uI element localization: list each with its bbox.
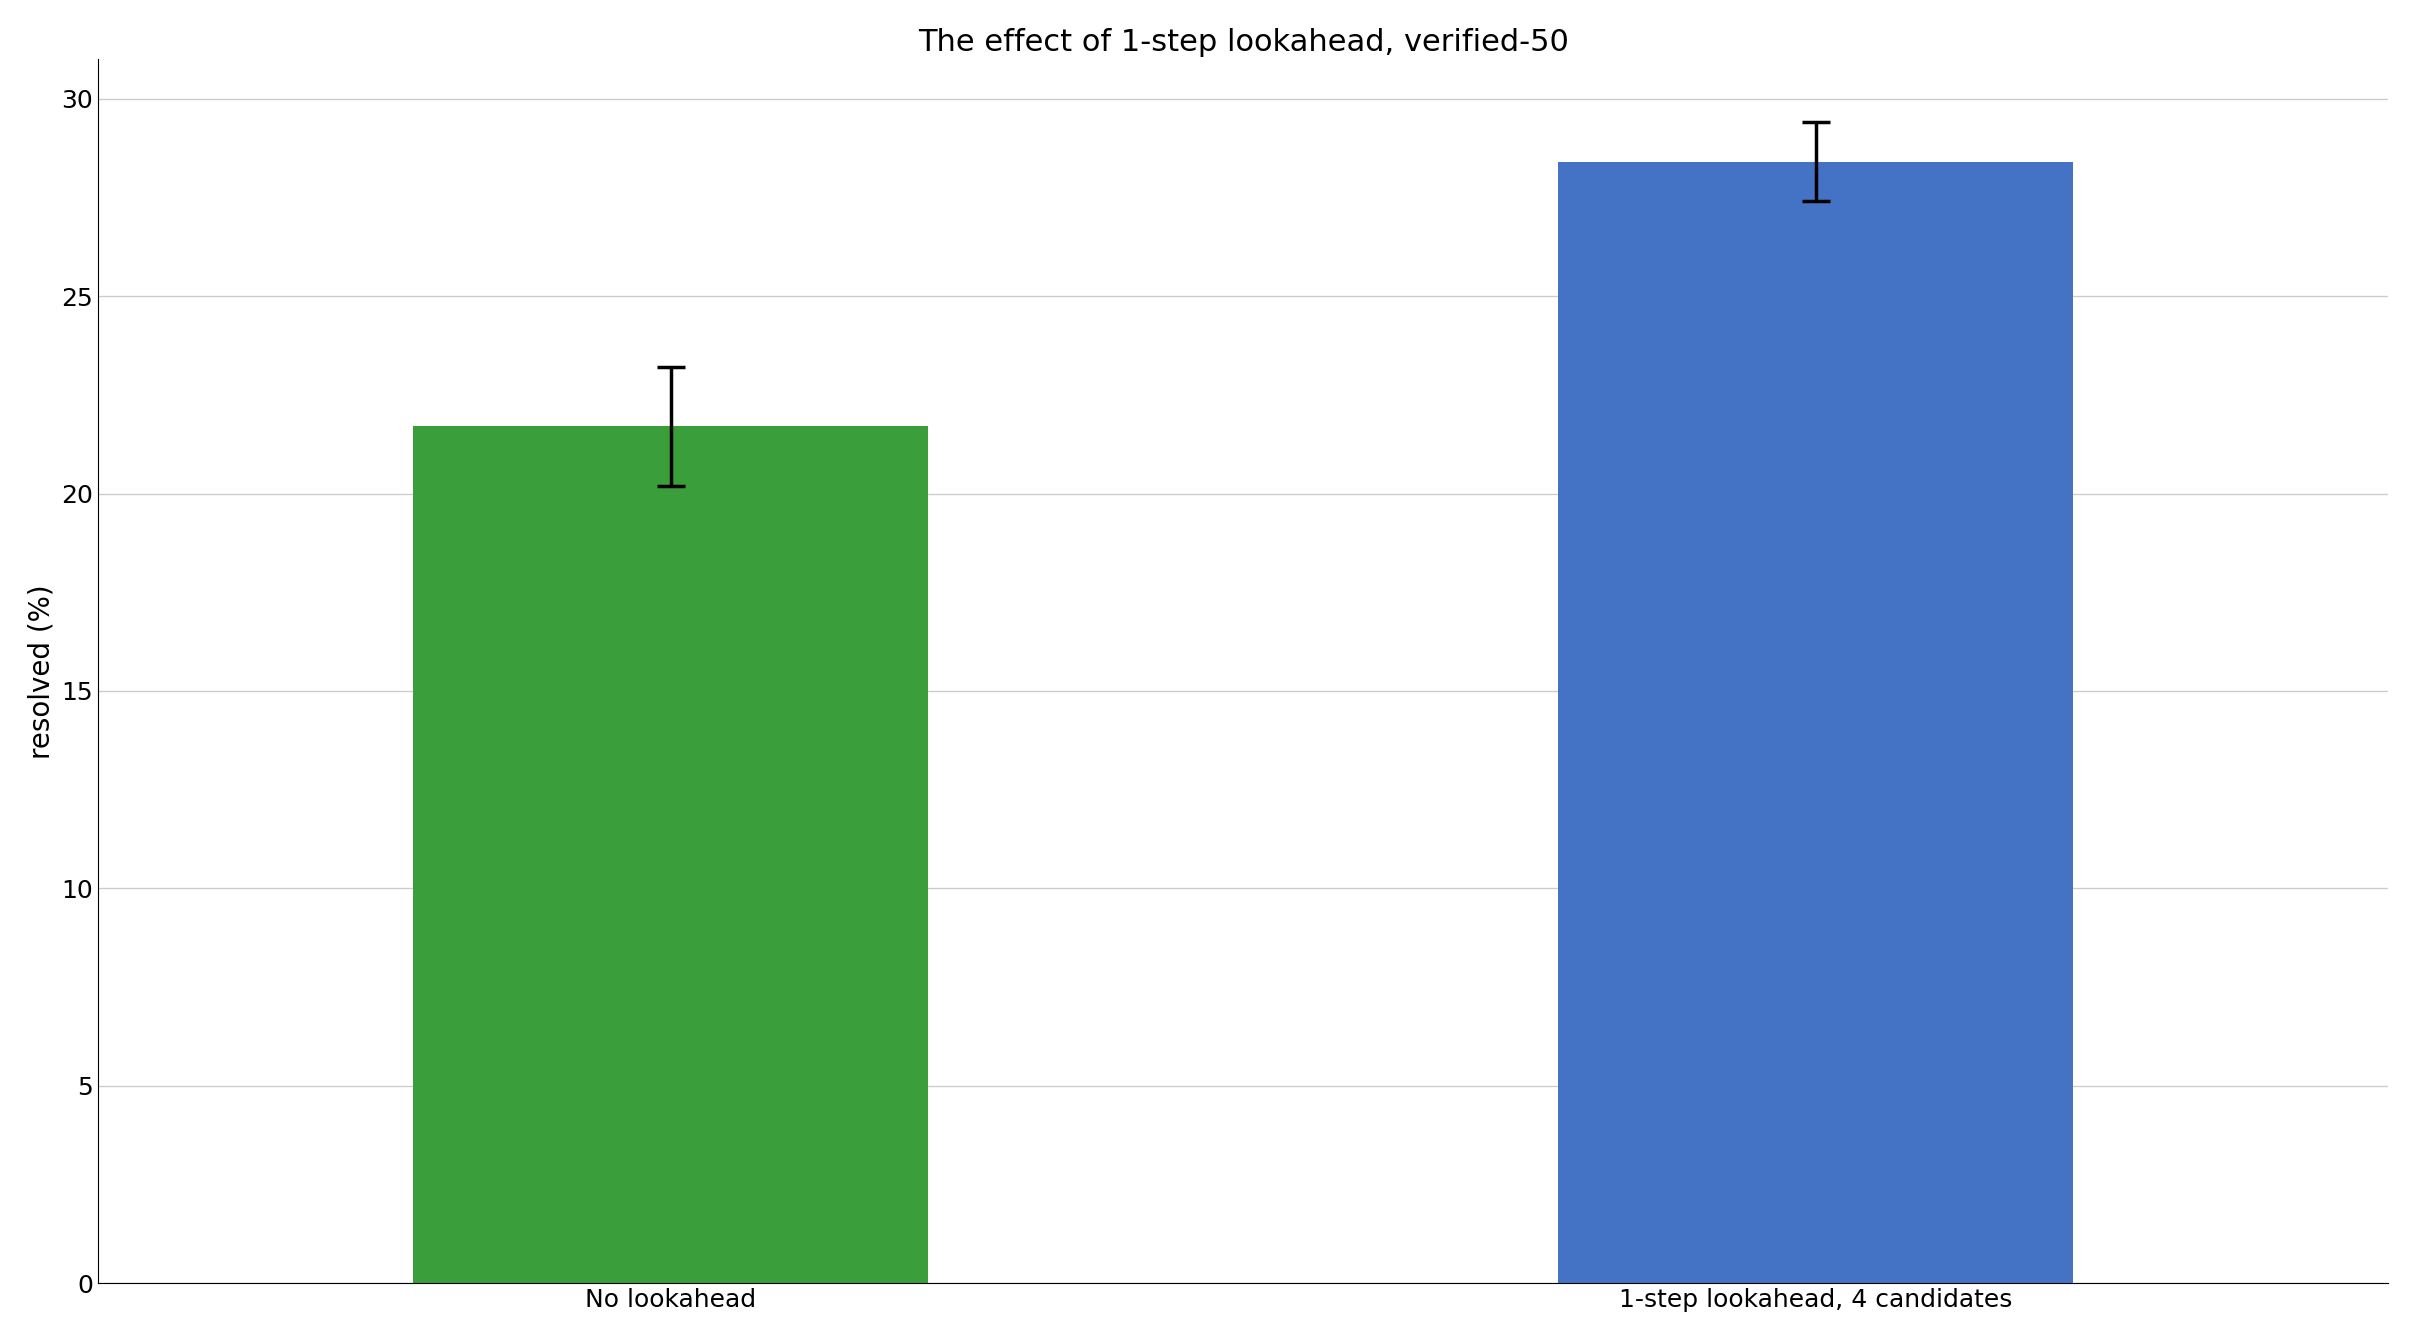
Y-axis label: resolved (%): resolved (%) <box>27 584 56 758</box>
Title: The effect of 1-step lookahead, verified-50: The effect of 1-step lookahead, verified… <box>918 28 1568 56</box>
Bar <box>1558 162 2073 1284</box>
Bar <box>413 426 928 1284</box>
